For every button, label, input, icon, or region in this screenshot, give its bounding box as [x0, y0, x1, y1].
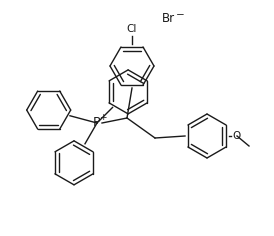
Text: Br: Br	[162, 12, 175, 25]
Text: −: −	[176, 10, 185, 20]
Text: O: O	[232, 131, 240, 141]
Text: +: +	[99, 114, 107, 122]
Text: Cl: Cl	[127, 24, 137, 34]
Text: P: P	[93, 117, 101, 130]
